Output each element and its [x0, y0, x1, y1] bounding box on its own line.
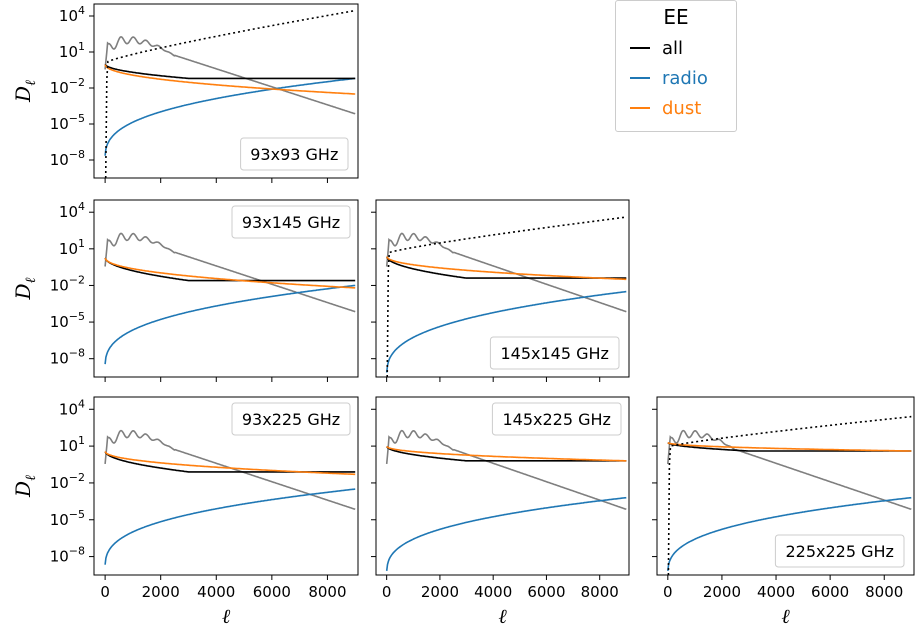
legend: EE all radio dust [615, 0, 737, 132]
legend-item-dust: dust [630, 95, 701, 121]
legend-line-dust [630, 107, 650, 109]
panel-label-p3: 93x225 GHz [242, 410, 340, 429]
series-dust-p3 [104, 451, 356, 476]
ytick-label-p3-1: 101 [59, 434, 85, 455]
panel-label-box-p4 [491, 402, 622, 436]
legend-title: EE [663, 5, 689, 29]
ytick-label-p1-3: 10−5 [50, 310, 85, 331]
panel-label-p0: 93x93 GHz [250, 145, 338, 164]
xlabel-p5: ℓ [781, 604, 790, 628]
series-cmb-p0 [104, 36, 356, 115]
xtick-label-p5-3: 6000 [811, 583, 849, 601]
series-radio-p0 [104, 77, 356, 156]
ytick-label-p0-0: 104 [59, 4, 85, 25]
series-radio-p4 [385, 496, 627, 571]
ytick-label-p0-4: 10−8 [50, 148, 85, 169]
legend-item-all: all [630, 35, 683, 61]
series-noise-p0 [104, 9, 356, 178]
series-dust-p4 [386, 445, 627, 462]
xtick-label-p3-0: 0 [100, 583, 110, 601]
series-radio-p5 [667, 496, 912, 571]
panel-label-box-p1 [231, 205, 351, 239]
ytick-label-p3-2: 10−2 [50, 471, 85, 492]
ylabel-p0: Dℓ [11, 80, 39, 103]
xlabel-p4: ℓ [498, 604, 507, 628]
ylabel-p3: Dℓ [11, 475, 39, 498]
xtick-label-p4-1: 2000 [421, 583, 459, 601]
legend-label-dust: dust [662, 97, 702, 119]
series-cmb-p2 [385, 232, 627, 313]
series-all-p0 [104, 63, 356, 80]
axes-frame-p0 [93, 3, 359, 179]
panel-label-box-p5 [774, 534, 905, 568]
xtick-label-p4-3: 6000 [527, 583, 565, 601]
ytick-label-p1-1: 101 [59, 237, 85, 258]
axes-frame-p1 [93, 199, 359, 378]
series-dust-p1 [104, 257, 356, 289]
xlabel-p3: ℓ [222, 604, 231, 628]
ytick-label-p0-1: 101 [59, 40, 85, 61]
axes-frame-p3 [93, 396, 359, 576]
xtick-label-p3-1: 2000 [142, 583, 180, 601]
series-radio-p1 [104, 284, 356, 365]
xtick-label-p5-2: 4000 [757, 583, 795, 601]
series-radio-p2 [385, 290, 627, 373]
xtick-label-p4-2: 4000 [474, 583, 512, 601]
panel-label-box-p0 [240, 137, 349, 171]
ylabel-p1: Dℓ [11, 277, 39, 300]
series-dust-p5 [667, 441, 912, 452]
panel-label-p5: 225x225 GHz [785, 542, 893, 561]
ytick-label-p1-0: 104 [59, 200, 85, 221]
panel-label-p1: 93x145 GHz [242, 213, 340, 232]
axes-frame-p2 [375, 199, 630, 378]
series-cmb-p1 [104, 232, 356, 313]
series-all-p1 [104, 257, 356, 282]
xtick-label-p4-0: 0 [382, 583, 392, 601]
ytick-label-p3-3: 10−5 [50, 508, 85, 529]
series-radio-p3 [104, 488, 356, 565]
ytick-label-p3-0: 104 [59, 397, 85, 418]
xtick-label-p3-3: 6000 [253, 583, 291, 601]
ytick-label-p0-2: 10−2 [50, 76, 85, 97]
axes-frame-p5 [656, 396, 915, 576]
series-dust-p2 [386, 256, 627, 281]
series-cmb-p5 [667, 429, 912, 511]
panel-label-p4: 145x225 GHz [502, 410, 610, 429]
ytick-label-p0-3: 10−5 [50, 112, 85, 133]
series-all-p2 [385, 256, 627, 279]
series-cmb-p3 [104, 429, 356, 511]
xtick-label-p5-0: 0 [663, 583, 673, 601]
ytick-label-p1-4: 10−8 [50, 347, 85, 368]
xtick-label-p3-4: 8000 [308, 583, 346, 601]
xtick-label-p5-1: 2000 [703, 583, 741, 601]
series-dust-p0 [104, 64, 356, 95]
panel-label-p2: 145x145 GHz [500, 344, 608, 363]
axes-frame-p4 [375, 396, 630, 576]
ytick-label-p3-4: 10−8 [50, 545, 85, 566]
panel-label-box-p3 [231, 402, 351, 436]
series-cmb-p4 [385, 429, 627, 511]
legend-line-radio [630, 77, 650, 79]
panel-label-box-p2 [489, 336, 620, 370]
xtick-label-p4-4: 8000 [581, 583, 619, 601]
legend-label-all: all [662, 37, 684, 59]
ytick-label-p1-2: 10−2 [50, 273, 85, 294]
series-all-p4 [386, 446, 627, 462]
xtick-label-p5-4: 8000 [865, 583, 903, 601]
series-noise-p5 [667, 415, 912, 575]
legend-item-radio: radio [630, 65, 708, 91]
legend-label-radio: radio [662, 67, 708, 89]
legend-line-all [630, 47, 650, 49]
xtick-label-p3-2: 4000 [197, 583, 235, 601]
